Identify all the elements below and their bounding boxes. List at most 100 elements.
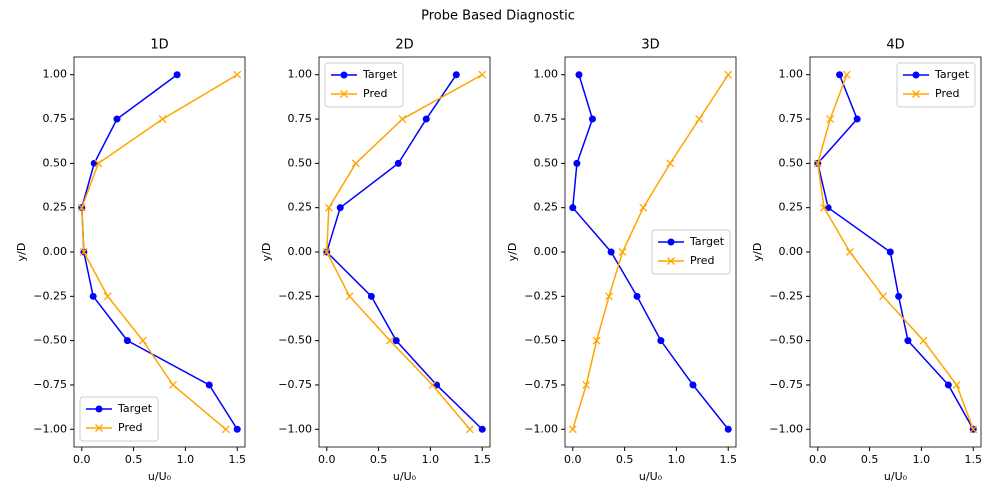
y-tick-label: 0.00 — [779, 245, 804, 258]
series-line — [817, 74, 974, 430]
marker — [826, 115, 835, 124]
marker — [138, 336, 147, 345]
y-tick-label: −0.75 — [524, 378, 558, 391]
y-tick-label: −0.25 — [769, 289, 803, 302]
x-tick-label: 1.0 — [177, 453, 195, 466]
marker — [205, 381, 213, 389]
x-tick-label: 1.5 — [228, 453, 246, 466]
y-tick-label: −1.00 — [769, 422, 803, 435]
x-tick-label: 0.0 — [564, 453, 582, 466]
legend-label: Pred — [935, 87, 959, 100]
legend-label: Pred — [690, 254, 714, 267]
y-tick-label: 0.50 — [534, 156, 559, 169]
y-tick-label: −0.25 — [33, 289, 67, 302]
marker — [588, 115, 596, 123]
subplot-title: 3D — [641, 38, 659, 53]
axes-frame — [564, 56, 737, 448]
marker — [568, 425, 577, 434]
legend-label: Target — [117, 402, 153, 415]
marker — [724, 425, 732, 433]
y-tick-label: 0.00 — [43, 245, 68, 258]
marker — [422, 115, 430, 123]
marker — [592, 336, 601, 345]
marker — [169, 380, 177, 389]
marker — [836, 71, 844, 79]
y-tick-label: 0.25 — [534, 201, 559, 214]
marker — [173, 71, 181, 79]
marker — [428, 380, 437, 389]
y-axis-label: y/D — [260, 243, 273, 262]
y-axis-label: y/D — [15, 243, 28, 262]
y-tick-label: 0.75 — [779, 112, 804, 125]
marker — [695, 115, 704, 124]
y-tick-label: 1.00 — [779, 68, 804, 81]
marker — [478, 70, 487, 79]
marker — [886, 248, 894, 256]
marker — [221, 425, 230, 434]
series-line — [326, 74, 483, 430]
y-tick-label: −0.25 — [278, 289, 312, 302]
marker — [452, 71, 460, 79]
legend-marker — [95, 405, 103, 413]
x-tick-label: 1.0 — [422, 453, 440, 466]
x-axis-label: u/U₀ — [148, 470, 172, 483]
y-tick-label: 0.25 — [779, 201, 804, 214]
marker — [94, 159, 103, 168]
y-tick-label: 0.25 — [288, 201, 313, 214]
marker — [103, 292, 112, 301]
legend-label: Target — [362, 68, 398, 81]
marker — [724, 70, 733, 79]
x-tick-label: 1.0 — [668, 453, 686, 466]
marker — [618, 248, 627, 256]
marker — [478, 425, 486, 433]
marker — [904, 337, 912, 345]
legend-label: Target — [689, 235, 725, 248]
marker — [394, 159, 402, 167]
marker — [569, 204, 577, 212]
y-tick-label: 0.75 — [534, 112, 559, 125]
x-tick-label: 1.5 — [719, 453, 737, 466]
marker — [465, 425, 474, 434]
subplot-title: 4D — [886, 38, 904, 53]
marker — [944, 381, 952, 389]
marker — [607, 248, 615, 256]
x-tick-label: 0.0 — [73, 453, 91, 466]
legend-label: Pred — [363, 87, 387, 100]
x-axis-label: u/U₀ — [639, 470, 663, 483]
marker — [392, 337, 400, 345]
y-tick-label: 0.00 — [288, 245, 313, 258]
x-tick-label: 0.5 — [861, 453, 879, 466]
y-tick-label: −0.50 — [524, 334, 558, 347]
x-axis-label: u/U₀ — [393, 470, 417, 483]
legend-marker — [667, 257, 675, 265]
marker — [895, 292, 903, 300]
y-tick-label: −0.50 — [33, 334, 67, 347]
marker — [919, 336, 928, 345]
y-axis-label: y/D — [751, 243, 764, 262]
x-tick-label: 1.5 — [964, 453, 982, 466]
marker — [398, 115, 407, 124]
y-tick-label: 0.50 — [288, 156, 313, 169]
marker — [842, 70, 851, 79]
x-tick-label: 0.5 — [125, 453, 143, 466]
y-tick-label: 0.50 — [779, 156, 804, 169]
marker — [113, 115, 121, 123]
axes-frame — [809, 56, 982, 448]
marker — [77, 203, 86, 212]
legend-marker — [912, 90, 920, 98]
marker — [158, 115, 167, 124]
marker — [813, 159, 822, 168]
x-tick-label: 0.5 — [616, 453, 634, 466]
y-tick-label: 1.00 — [43, 68, 68, 81]
marker — [845, 248, 854, 256]
y-tick-label: 0.50 — [43, 156, 68, 169]
marker — [233, 425, 241, 433]
marker — [879, 292, 888, 301]
marker — [351, 159, 360, 168]
marker — [639, 203, 648, 212]
legend-label: Target — [934, 68, 970, 81]
legend-marker — [95, 424, 103, 432]
x-tick-label: 1.5 — [473, 453, 491, 466]
y-tick-label: −0.50 — [769, 334, 803, 347]
